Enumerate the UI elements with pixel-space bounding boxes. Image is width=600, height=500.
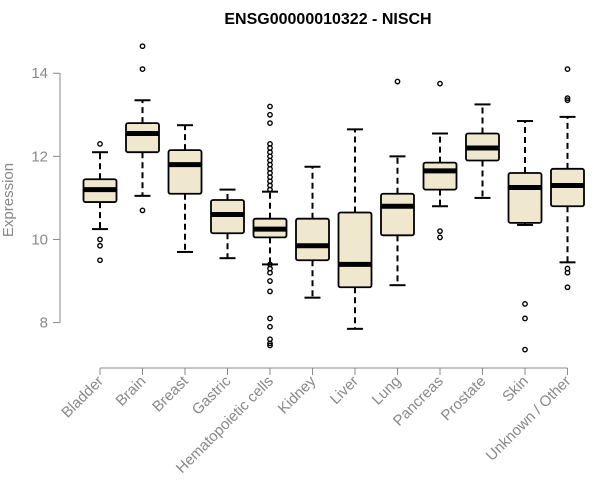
outlier-point	[437, 234, 443, 241]
outlier-point	[564, 95, 571, 102]
chart-title: ENSG00000010322 - NISCH	[224, 11, 431, 28]
outlier-point	[139, 207, 146, 214]
outlier-point	[267, 340, 273, 347]
box-lung	[380, 78, 415, 287]
outlier-point	[267, 288, 273, 295]
box-skin	[507, 120, 543, 353]
x-tick-label: Prostate	[438, 373, 490, 425]
x-tick-label: Skin	[499, 373, 532, 406]
outlier-point	[394, 78, 401, 85]
outlier-point	[267, 269, 273, 276]
outlier-point	[267, 186, 273, 193]
outlier-point	[267, 278, 273, 284]
box-iqr	[295, 217, 330, 262]
outlier-point	[139, 66, 146, 72]
box-iqr	[337, 211, 373, 289]
box-iqr	[125, 122, 160, 154]
outlier-point	[564, 269, 571, 276]
box-series	[82, 43, 585, 353]
box-iqr	[167, 149, 203, 195]
y-tick-label: 10	[31, 231, 48, 248]
outlier-point	[522, 300, 528, 307]
box-unknown-other	[550, 66, 585, 291]
y-tick-label: 8	[40, 315, 48, 332]
box-breast	[167, 124, 203, 253]
y-tick-label: 12	[31, 148, 48, 165]
box-bladder	[82, 140, 118, 264]
outlier-point	[437, 80, 443, 87]
box-kidney	[295, 165, 330, 299]
outlier-point	[97, 236, 103, 243]
outlier-point	[267, 315, 273, 322]
x-tick-label: Brain	[113, 373, 150, 410]
outlier-point	[564, 284, 571, 291]
outlier-point	[267, 103, 273, 110]
box-iqr	[507, 172, 543, 224]
outlier-point	[437, 228, 443, 235]
box-liver	[337, 128, 373, 330]
box-gastric	[210, 188, 245, 260]
outlier-point	[564, 97, 571, 104]
box-iqr	[422, 161, 458, 191]
outlier-point	[522, 315, 528, 322]
x-tick-label: Lung	[369, 373, 405, 409]
y-axis-label: Expression	[0, 163, 17, 237]
y-tick-label: 14	[31, 65, 48, 82]
x-tick-label: Kidney	[275, 372, 320, 417]
outlier-point	[564, 66, 571, 72]
outlier-point	[97, 257, 103, 264]
box-prostate	[465, 103, 500, 199]
box-brain	[125, 43, 160, 214]
box-pancreas	[422, 80, 458, 241]
outlier-point	[267, 323, 273, 330]
y-axis: 8 10 12 14	[31, 65, 61, 332]
outlier-point	[139, 43, 146, 50]
x-tick-label: Breast	[149, 372, 192, 415]
outlier-point	[97, 242, 103, 249]
outlier-point	[267, 111, 273, 118]
x-tick-label: Liver	[327, 373, 362, 408]
outlier-point	[267, 120, 273, 127]
box-hematopoietic-cells	[252, 103, 288, 349]
outlier-point	[97, 140, 103, 147]
x-tick-label: Bladder	[58, 373, 107, 422]
box-iqr	[380, 192, 415, 237]
outlier-point	[522, 346, 528, 353]
outlier-point	[267, 342, 273, 349]
